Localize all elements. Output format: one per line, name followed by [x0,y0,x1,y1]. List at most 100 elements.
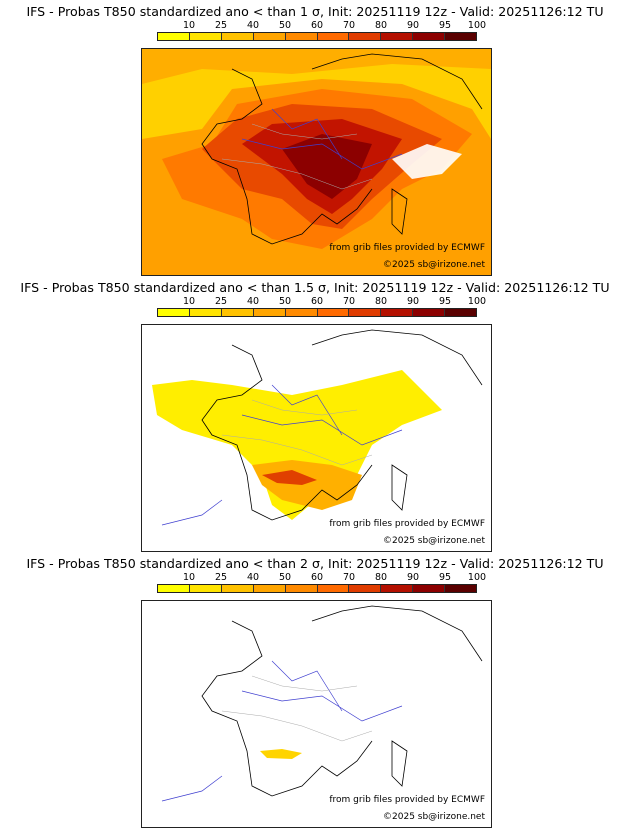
colorbar-swatch [253,585,286,592]
colorbar-swatch [158,33,190,40]
source-credit: from grib files provided by ECMWF [329,519,485,529]
source-credit: from grib files provided by ECMWF [329,243,485,253]
colorbar-tick-60: 60 [310,572,324,583]
colorbar-tick-80: 80 [374,572,388,583]
copyright: ©2025 sb@irizone.net [383,536,485,546]
corsica-outline [391,188,408,235]
colorbar-tick-60: 60 [310,20,324,31]
colorbar-bar [157,32,477,41]
colorbar-tick-80: 80 [374,296,388,307]
panel-3-title: IFS - Probas T850 standardized ano < tha… [26,556,604,571]
colorbar-tick-80: 80 [374,20,388,31]
coastline-north [311,605,483,662]
panel-1-colorbar: 10 25 40 50 60 70 80 90 95 100 [157,20,486,46]
probability-map-svg [142,325,491,551]
colorbar-ticks: 10 25 40 50 60 70 80 90 95 100 [157,296,486,307]
colorbar-swatch [317,585,350,592]
colorbar-swatch [189,309,222,316]
colorbar-tick-25: 25 [214,572,228,583]
colorbar-tick-25: 25 [214,296,228,307]
colorbar-swatch [381,585,414,592]
colorbar-swatch [381,33,414,40]
admin-borders [221,123,373,190]
colorbar-tick-95: 95 [438,572,452,583]
colorbar-swatch [221,33,254,40]
colorbar-swatch [413,309,446,316]
colorbar-swatch [413,33,446,40]
probability-map-svg [142,49,491,275]
colorbar-swatch [285,585,318,592]
coastline-north [311,329,483,386]
colorbar-swatch [285,33,318,40]
corsica-outline [391,464,408,511]
colorbar-tick-90: 90 [406,296,420,307]
source-credit: from grib files provided by ECMWF [329,795,485,805]
panel-1-sigma: IFS - Probas T850 standardized ano < tha… [0,0,630,276]
colorbar-tick-10: 10 [182,296,196,307]
corsica-outline [391,740,408,787]
colorbar-ticks: 10 25 40 50 60 70 80 90 95 100 [157,20,486,31]
rivers [241,108,403,170]
panel-2-sigma: IFS - Probas T850 standardized ano < tha… [0,552,630,828]
colorbar-swatch [253,33,286,40]
colorbar-swatch [445,33,477,40]
coastline [201,68,373,245]
colorbar-swatch [349,33,382,40]
panel-1-title: IFS - Probas T850 standardized ano < tha… [26,4,604,19]
panel-3-map: from grib files provided by ECMWF ©2025 … [141,600,492,828]
rivers [161,384,403,526]
colorbar-tick-40: 40 [246,296,260,307]
colorbar-swatch [253,309,286,316]
colorbar-swatch [445,585,477,592]
colorbar-tick-90: 90 [406,20,420,31]
colorbar-bar [157,308,477,317]
colorbar-tick-100: 100 [467,572,487,583]
panel-2-colorbar: 10 25 40 50 60 70 80 90 95 100 [157,296,486,322]
field-alps-clear [392,144,462,179]
colorbar-tick-10: 10 [182,572,196,583]
colorbar-tick-50: 50 [278,296,292,307]
probability-map-svg [142,601,491,827]
panel-3-colorbar: 10 25 40 50 60 70 80 90 95 100 [157,572,486,598]
panel-2-title: IFS - Probas T850 standardized ano < tha… [20,280,610,295]
colorbar-tick-50: 50 [278,572,292,583]
field-clear [142,601,491,827]
colorbar-tick-40: 40 [246,20,260,31]
field-north [142,49,491,84]
rivers [161,660,403,802]
panel-1-5-sigma: IFS - Probas T850 standardized ano < tha… [0,276,630,552]
field-maroon [282,134,372,199]
colorbar-tick-70: 70 [342,20,356,31]
colorbar-tick-60: 60 [310,296,324,307]
colorbar-swatch [158,585,190,592]
colorbar-tick-40: 40 [246,572,260,583]
panel-2-map: from grib files provided by ECMWF ©2025 … [141,324,492,552]
panel-1-map: from grib files provided by ECMWF ©2025 … [141,48,492,276]
admin-borders [221,675,373,742]
copyright: ©2025 sb@irizone.net [383,812,485,822]
colorbar-swatch [381,309,414,316]
colorbar-tick-25: 25 [214,20,228,31]
colorbar-swatch [158,309,190,316]
colorbar-tick-50: 50 [278,20,292,31]
colorbar-bar [157,584,477,593]
admin-borders [221,399,373,466]
colorbar-swatch [349,585,382,592]
field-yellow [152,370,442,520]
field-red [262,470,317,485]
coastline-north [311,53,483,110]
colorbar-tick-100: 100 [467,296,487,307]
colorbar-swatch [221,585,254,592]
colorbar-tick-70: 70 [342,296,356,307]
colorbar-tick-90: 90 [406,572,420,583]
colorbar-swatch [189,585,222,592]
field-yellow [260,749,302,759]
colorbar-tick-10: 10 [182,20,196,31]
coastline [201,620,373,797]
colorbar-tick-95: 95 [438,296,452,307]
colorbar-swatch [317,309,350,316]
colorbar-swatch [189,33,222,40]
colorbar-swatch [413,585,446,592]
copyright: ©2025 sb@irizone.net [383,260,485,270]
colorbar-tick-95: 95 [438,20,452,31]
